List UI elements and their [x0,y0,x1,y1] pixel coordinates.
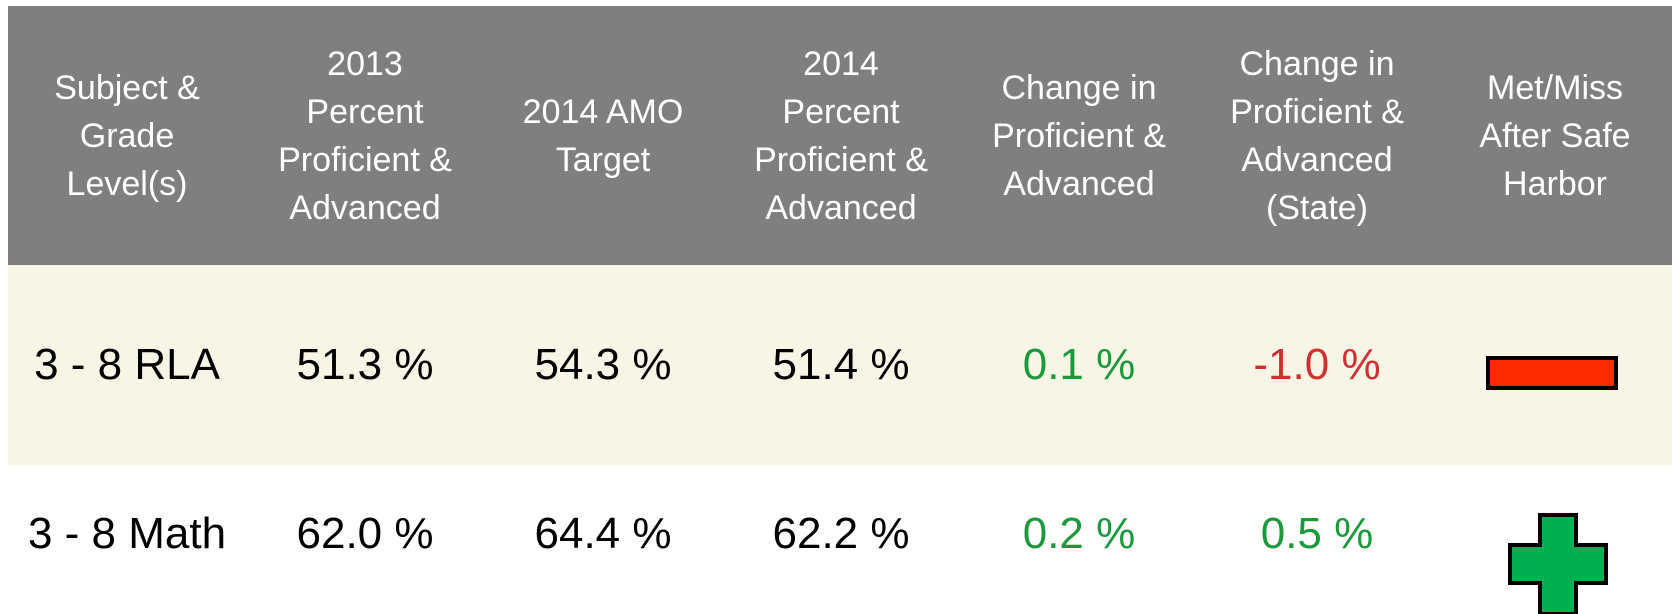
header-cell: Met/Miss After Safe Harbor [1436,6,1672,265]
header-cell: 2014 Percent Proficient & Advanced [722,6,960,265]
table-cell: 3 - 8 Math [27,509,227,558]
table-cell: -1.0 % [1253,340,1381,389]
header-cell: Subject & Grade Level(s) [8,6,246,265]
header-row: Subject & Grade Level(s) 2013 Percent Pro… [8,6,1672,265]
red-bar [1486,356,1618,390]
header-text: 2013 Percent Proficient & Advanced [278,44,452,227]
table-cell: 62.0 % [296,509,434,558]
table-cell: 0.2 % [1022,509,1136,558]
header-cell: Change in Proficient & Advanced [960,6,1198,265]
header-text: Subject & Grade Level(s) [54,68,200,203]
header-cell: Change in Proficient & Advanced (State) [1198,6,1436,265]
met-icon [1508,513,1608,614]
table-cell: 54.3 % [534,340,672,389]
table-row: 3 - 8 RLA 51.3 % 54.3 % 51.4 % 0.1 % -1.0 % [8,265,1672,465]
miss-icon [1486,356,1618,390]
header-cell: 2013 Percent Proficient & Advanced [246,6,484,265]
header-text: 2014 Percent Proficient & Advanced [754,44,928,227]
table-cell: 51.4 % [772,340,910,389]
table-cell: 0.5 % [1260,509,1374,558]
table-cell: 51.3 % [296,340,434,389]
table-cell: 62.2 % [772,509,910,558]
table-row: 3 - 8 Math 62.0 % 64.4 % 62.2 % 0.2 % 0.5 % [8,465,1672,614]
table-cell: 64.4 % [534,509,672,558]
header-cell: 2014 AMO Target [484,6,722,265]
header-text: Met/Miss After Safe Harbor [1479,68,1631,203]
table-cell: 0.1 % [1022,340,1136,389]
header-text: Change in Proficient & Advanced (State) [1230,44,1404,227]
header-text: Change in Proficient & Advanced [992,68,1166,203]
table-cell: 3 - 8 RLA [34,340,220,389]
header-text: 2014 AMO Target [522,92,684,179]
green-cross [1508,513,1608,614]
